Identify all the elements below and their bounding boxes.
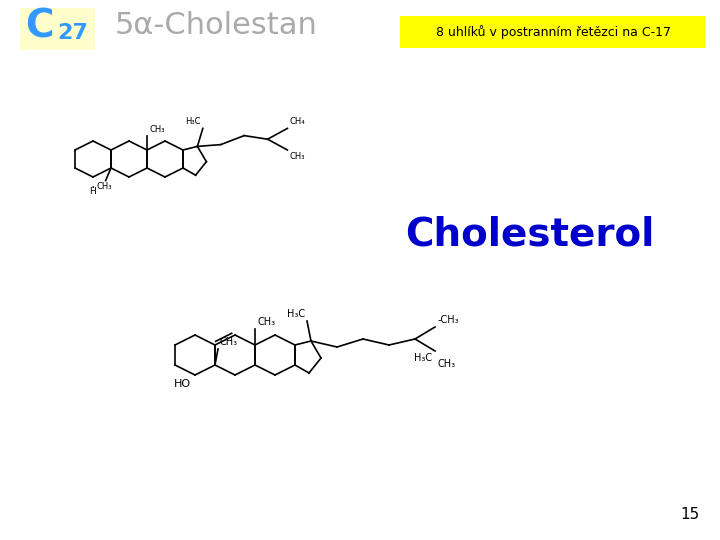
Text: 8 uhlíků v postranním řetězci na C-17: 8 uhlíků v postranním řetězci na C-17 <box>436 25 670 39</box>
Text: 15: 15 <box>680 507 700 522</box>
Text: CH₃: CH₃ <box>289 152 305 161</box>
Text: -CH₃: -CH₃ <box>438 315 459 325</box>
Text: CH₃: CH₃ <box>438 359 456 369</box>
Text: H: H <box>89 187 96 196</box>
Text: CH₃: CH₃ <box>149 125 164 134</box>
Text: CH₃: CH₃ <box>257 317 275 327</box>
Text: ·: · <box>91 181 95 195</box>
Text: 5α-Cholestan: 5α-Cholestan <box>115 11 318 40</box>
Text: CH₄: CH₄ <box>289 117 305 126</box>
FancyBboxPatch shape <box>20 8 95 50</box>
Text: Cholesterol: Cholesterol <box>405 216 654 254</box>
Text: H₃C: H₃C <box>287 309 305 319</box>
Text: H₃C: H₃C <box>414 353 432 363</box>
Text: H₃C: H₃C <box>185 117 201 126</box>
Text: C: C <box>25 7 53 45</box>
Text: 27: 27 <box>57 23 88 43</box>
Text: CH₃: CH₃ <box>219 337 237 347</box>
Text: CH₃: CH₃ <box>96 183 112 191</box>
Text: HO: HO <box>174 379 191 389</box>
FancyBboxPatch shape <box>400 16 705 48</box>
